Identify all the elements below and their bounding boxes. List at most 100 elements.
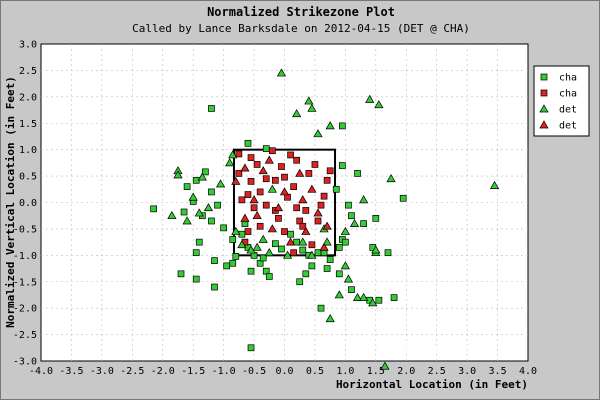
point-cha-square [323,265,331,272]
y-tick-label: 0.5 [19,172,37,183]
point-det-triangle [374,100,384,109]
point-det-triangle [322,221,332,230]
point-cha-square [247,178,255,185]
point-cha-square [281,173,288,181]
watermark: BrooksBaseball.net [371,341,523,357]
point-cha-square [275,215,282,222]
point-cha-square [202,168,209,176]
point-cha-square [345,201,352,209]
x-tick-labels: -4.0 -3.5 -3.0 -2.5 -2.0 -1.5 -1.0 -0.5 0.0 0.5 1.… [29,366,537,377]
point-det-triangle [273,203,284,212]
point-cha-square [360,220,367,227]
point-cha-square [150,205,157,213]
point-det-triangle [334,290,344,299]
legend: cha cha det det [533,65,590,137]
point-det-triangle [252,211,262,220]
point-cha-square [299,222,307,230]
point-cha-square [253,161,261,168]
legend-label: cha [559,89,577,100]
y-tick-label: 2.5 [19,66,37,77]
point-det-triangle [292,109,302,118]
point-det-triangle [343,274,354,283]
point-cha-square [287,230,294,238]
point-det-triangle [173,170,183,179]
point-det-triangle [349,218,360,227]
point-det-triangle [237,240,247,249]
point-cha-square [235,150,243,158]
point-cha-square [299,246,307,254]
point-cha-square [262,201,270,209]
point-cha-square [278,245,285,253]
point-det-triangle [489,180,500,189]
point-cha-square [262,175,270,183]
pitch-points [150,68,500,370]
plot-area [40,43,529,362]
point-det-triangle [325,121,335,130]
legend-label: cha [559,73,577,84]
point-det-triangle [182,216,192,225]
point-det-triangle [307,250,317,259]
legend-label: det [559,121,577,132]
y-tick-label: 3.0 [19,40,37,51]
point-det-triangle [225,158,235,167]
point-det-triangle [267,184,277,193]
point-cha-square [211,257,218,264]
point-cha-square [192,275,200,283]
point-cha-square [177,270,185,278]
point-det-triangle [285,237,296,246]
point-det-triangle [240,213,250,222]
point-cha-square [278,163,285,170]
point-det-triangle [228,150,238,159]
point-det-triangle [352,292,363,301]
point-det-triangle [231,176,241,185]
point-det-triangle [359,292,369,301]
x-tick-label: 1.5 [367,366,385,377]
x-tick-label: -0.5 [242,366,266,377]
point-det-triangle [167,211,177,220]
y-tick-labels: 3.0 2.5 2.0 1.5 1.0 0.5 0.0 -0.5 -1.0 -1.5 -2.0 -2.… [13,40,37,368]
point-det-triangle [380,361,390,370]
point-cha-square [262,145,270,152]
point-cha-square [293,238,301,246]
point-det-triangle [231,226,241,235]
strike-zone [232,148,337,257]
point-det-triangle [203,203,214,212]
legend-label: det [559,105,577,116]
point-cha-square [250,204,258,212]
legend-marker-det-triangle [539,120,549,129]
point-cha-square [296,278,304,286]
point-det-triangle [246,245,256,254]
point-det-triangle [319,242,329,251]
x-tick-label: -2.0 [151,366,175,377]
point-det-triangle [365,94,375,103]
legend-marker-cha-square [540,73,548,81]
point-det-triangle [249,195,259,204]
y-tick-label: -2.0 [13,304,37,315]
point-cha-square [290,183,297,190]
point-cha-square [335,244,343,251]
point-cha-square [229,236,237,243]
point-det-triangle [307,184,317,193]
legend-marker-cha-square [540,89,548,97]
point-det-triangle [313,129,323,138]
point-det-triangle [188,192,198,201]
point-det-triangle [313,208,323,217]
point-cha-square [338,162,346,169]
point-cha-square [223,262,231,270]
point-cha-square [235,170,243,177]
x-tick-label: -2.5 [120,366,144,377]
y-tick-label: -1.0 [13,251,37,262]
point-cha-square [399,194,407,202]
x-tick-label: 0.5 [306,366,324,377]
point-cha-square [232,253,240,260]
point-cha-square [293,156,301,164]
point-cha-square [302,207,310,214]
point-cha-square [208,188,215,196]
point-cha-square [308,262,316,270]
point-cha-square [208,105,215,112]
point-cha-square [211,283,218,291]
point-cha-square [192,249,200,257]
point-cha-square [195,238,203,246]
point-cha-square [290,249,297,257]
